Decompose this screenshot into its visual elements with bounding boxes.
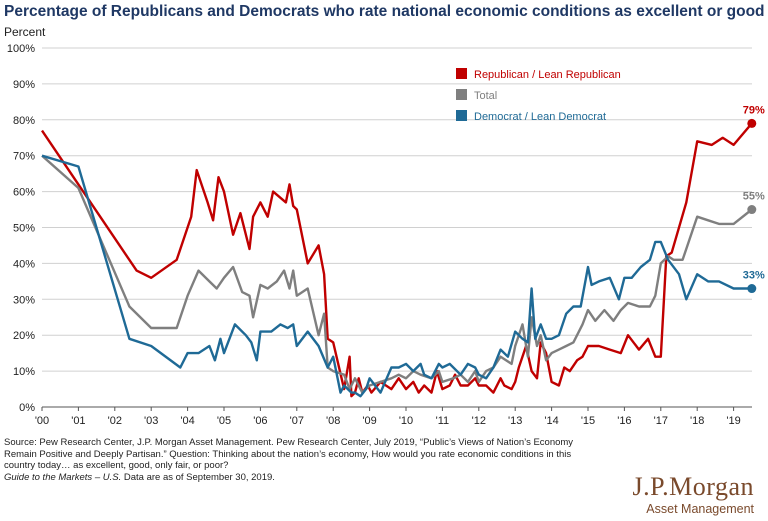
legend-swatch-2 [456,110,467,121]
x-tick-8: '08 [326,415,340,427]
series-line-2 [41,154,752,398]
x-tick-3: '03 [144,415,158,427]
series-lines: 79% 55% 33% [41,104,765,398]
x-axis: '00 '01 '02 '03 '04 '05 '06 '07 '08 '09 '10 '11 '12 '… [35,406,752,427]
series-end-label-0: 79% [743,104,765,116]
x-tick-12: '12 [472,415,486,427]
x-tick-13: '13 [508,415,522,427]
x-tick-4: '04 [180,415,194,427]
y-tick-1: 10% [13,366,35,378]
series-end-marker-2 [747,284,757,294]
y-tick-2: 20% [13,330,35,342]
x-tick-7: '07 [290,415,304,427]
logo-name: J.P.Morgan [632,472,754,501]
x-tick-11: '11 [436,415,450,427]
series-line-0 [41,122,753,398]
x-tick-9: '09 [362,415,376,427]
logo-subtitle: Asset Management [646,502,754,516]
legend: Republican / Lean Republican Total Democra… [456,68,621,123]
source-note: Source: Pew Research Center, J.P. Morgan… [4,437,574,472]
y-tick-10: 100% [7,43,35,55]
x-tick-14: '14 [544,415,558,427]
legend-label-0: Republican / Lean Republican [474,69,621,81]
guide-label: Guide to the Markets – U.S. [4,472,122,483]
y-gridlines [42,47,752,372]
x-tick-15: '15 [581,415,595,427]
y-tick-8: 80% [13,115,35,127]
x-tick-18: '18 [690,415,704,427]
y-tick-0: 0% [19,402,35,414]
x-tick-2: '02 [108,415,122,427]
legend-swatch-1 [456,89,467,100]
x-tick-0: '00 [35,415,49,427]
x-tick-10: '10 [399,415,413,427]
series-end-marker-0 [747,118,757,128]
y-tick-3: 30% [13,294,35,306]
series-end-label-2: 33% [743,270,765,282]
legend-label-2: Democrat / Lean Democrat [474,111,606,123]
legend-label-1: Total [474,90,497,102]
x-tick-1: '01 [71,415,85,427]
x-tick-5: '05 [217,415,231,427]
chart-title: Percentage of Republicans and Democrats … [4,3,765,20]
series-end-marker-1 [747,205,757,215]
x-tick-19: '19 [726,415,740,427]
y-tick-5: 50% [13,223,35,235]
y-tick-6: 60% [13,187,35,199]
guide-note: Guide to the Markets – U.S. Data are as … [4,472,275,483]
y-axis-label: Percent [4,25,46,39]
x-tick-17: '17 [654,415,668,427]
data-date: Data are as of September 30, 2019. [123,472,275,483]
series-end-label-1: 55% [743,191,765,203]
jpmorgan-logo: J.P.Morgan Asset Management [632,472,754,517]
y-tick-7: 70% [13,151,35,163]
y-tick-9: 90% [13,79,35,91]
legend-swatch-0 [456,68,467,79]
x-tick-6: '06 [253,415,267,427]
x-tick-16: '16 [617,415,631,427]
series-line-1 [41,154,753,394]
line-chart: Percent 0% 10% 20% 30% 40% 50% 60% 70% 80% 90% 100… [4,25,765,427]
y-tick-4: 40% [13,258,35,270]
y-tick-labels: 0% 10% 20% 30% 40% 50% 60% 70% 80% 90% 100% [7,43,35,414]
